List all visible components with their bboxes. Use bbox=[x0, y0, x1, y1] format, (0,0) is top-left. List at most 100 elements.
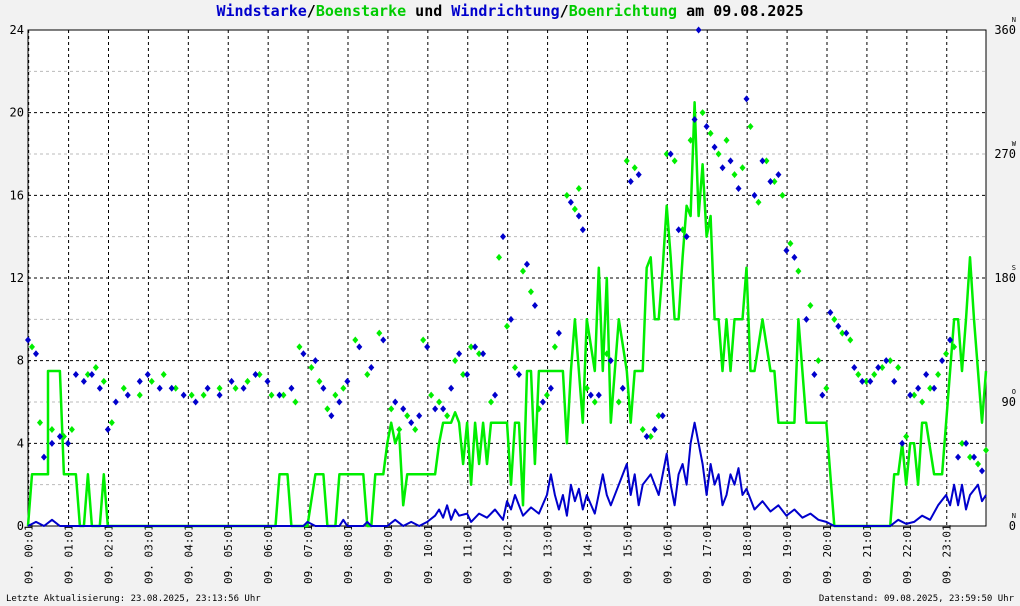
gust-direction-point bbox=[296, 343, 303, 351]
wind-direction-point bbox=[743, 95, 750, 103]
wind-direction-point bbox=[312, 357, 319, 365]
gust-direction-point bbox=[511, 364, 518, 372]
wind-direction-point bbox=[775, 171, 782, 179]
gust-direction-point bbox=[404, 412, 411, 420]
wind-direction-point bbox=[767, 178, 774, 186]
gust-direction-point bbox=[256, 370, 263, 378]
gust-direction-point bbox=[316, 377, 323, 385]
wind-direction-point bbox=[472, 343, 479, 351]
wind-direction-point bbox=[300, 350, 307, 358]
gust-direction-point bbox=[795, 267, 802, 275]
wind-direction-point bbox=[555, 329, 562, 337]
gust-direction-point bbox=[504, 322, 510, 330]
wind-direction-point bbox=[627, 178, 634, 186]
wind-direction-point bbox=[827, 308, 834, 316]
gust-direction-point bbox=[927, 384, 934, 392]
wind-direction-point bbox=[891, 377, 898, 385]
gust-direction-point bbox=[476, 350, 483, 358]
wind-direction-point bbox=[883, 357, 890, 365]
wind-direction-point bbox=[575, 212, 582, 220]
wind-direction-point bbox=[947, 336, 954, 344]
wind-direction-point bbox=[400, 405, 407, 413]
x-tick-label: 09. 17:01 bbox=[701, 524, 714, 584]
gust-direction-point bbox=[575, 184, 582, 192]
wind-direction-point bbox=[440, 405, 447, 413]
wind-direction-point bbox=[216, 391, 223, 399]
gust-direction-point bbox=[148, 377, 155, 385]
wind-direction-point bbox=[288, 384, 295, 392]
gust-direction-point bbox=[591, 398, 598, 406]
wind-direction-point bbox=[380, 336, 387, 344]
wind-direction-point bbox=[252, 370, 259, 378]
gust-direction-point bbox=[136, 391, 143, 399]
gust-direction-point bbox=[631, 164, 638, 172]
wind-direction-point bbox=[336, 398, 343, 406]
wind-direction-point bbox=[643, 432, 650, 440]
gust-direction-point bbox=[352, 336, 359, 344]
x-tick-label: 09. 18:01 bbox=[741, 524, 754, 584]
wind-direction-point bbox=[515, 370, 522, 378]
wind-direction-point bbox=[264, 377, 271, 385]
left-tick-label: 0 bbox=[17, 519, 24, 533]
wind-direction-point bbox=[971, 453, 978, 461]
x-tick-label: 09. 23:01 bbox=[941, 524, 954, 584]
gust-direction-point bbox=[535, 405, 542, 413]
wind-direction-point bbox=[607, 357, 614, 365]
gust-direction-point bbox=[787, 240, 794, 248]
gust-direction-point bbox=[376, 329, 383, 337]
wind-direction-point bbox=[112, 398, 119, 406]
gust-direction-point bbox=[452, 357, 459, 365]
x-tick-label: 09. 05:01 bbox=[222, 524, 235, 584]
wind-direction-point bbox=[619, 384, 626, 392]
x-tick-label: 09. 22:01 bbox=[901, 524, 914, 584]
wind-direction-point bbox=[240, 384, 247, 392]
gust-direction-point bbox=[396, 426, 403, 434]
gust-direction-point bbox=[100, 377, 107, 385]
wind-direction-point bbox=[875, 364, 882, 372]
gust-direction-point bbox=[388, 405, 395, 413]
wind-direction-point bbox=[480, 350, 487, 358]
chart-title: Windstarke/Boenstarke und Windrichtung/B… bbox=[0, 2, 1020, 20]
x-tick-label: 09. 09:01 bbox=[382, 524, 395, 584]
gust-direction-point bbox=[332, 391, 339, 399]
x-tick-label: 09. 03:01 bbox=[142, 524, 155, 584]
title-part: und bbox=[406, 2, 452, 20]
gust-direction-point bbox=[571, 205, 578, 213]
wind-direction-point bbox=[48, 439, 55, 447]
wind-direction-point bbox=[915, 384, 922, 392]
right-tick-label: 0 bbox=[1009, 519, 1016, 533]
x-tick-label: 09. 15:01 bbox=[621, 524, 634, 584]
gust-direction-point bbox=[496, 253, 503, 261]
gust-direction-point bbox=[755, 198, 762, 206]
gust-direction-point bbox=[68, 426, 75, 434]
wind-direction-point bbox=[144, 370, 151, 378]
gust-direction-point bbox=[951, 343, 958, 351]
gust-direction-point bbox=[92, 364, 99, 372]
left-tick-label: 12 bbox=[10, 271, 24, 285]
x-tick-label: 09. 07:01 bbox=[302, 524, 315, 584]
x-tick-label: 09. 13:01 bbox=[542, 524, 555, 584]
gust-direction-point bbox=[268, 391, 275, 399]
gust-direction-point bbox=[935, 370, 942, 378]
x-tick-label: 09. 11:01 bbox=[462, 524, 475, 584]
wind-direction-point bbox=[803, 315, 810, 323]
x-tick-label: 09. 14:01 bbox=[581, 524, 594, 584]
x-tick-label: 09. 10:01 bbox=[422, 524, 435, 584]
gust-direction-point bbox=[731, 171, 738, 179]
gust-direction-point bbox=[771, 178, 778, 186]
wind-direction-point bbox=[72, 370, 79, 378]
wind-direction-point bbox=[328, 412, 335, 420]
gust-direction-point bbox=[583, 384, 590, 392]
gust-direction-point bbox=[639, 426, 646, 434]
wind-direction-point bbox=[587, 391, 594, 399]
x-tick-label: 09. 21:01 bbox=[861, 524, 874, 584]
wind-direction-point bbox=[835, 322, 842, 330]
wind-direction-point bbox=[923, 370, 930, 378]
wind-direction-point bbox=[791, 253, 798, 261]
gust-direction-point bbox=[563, 191, 570, 199]
wind-direction-point bbox=[939, 357, 946, 365]
gust-direction-point bbox=[48, 426, 55, 434]
wind-direction-point bbox=[228, 377, 235, 385]
wind-direction-point bbox=[104, 426, 111, 434]
